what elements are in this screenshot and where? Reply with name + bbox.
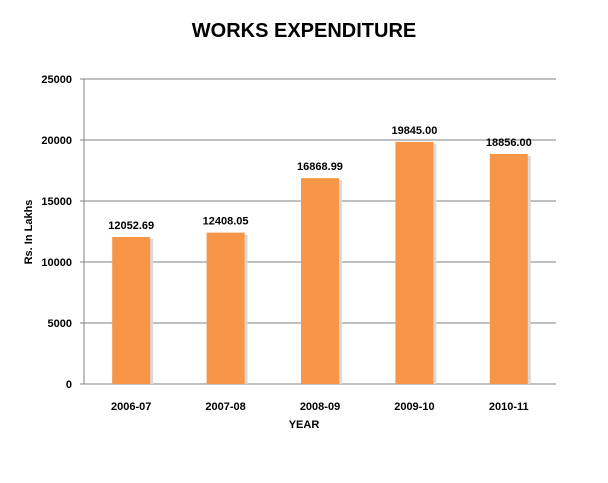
data-label: 16868.99 [297, 161, 343, 173]
y-tick-label: 25000 [41, 74, 72, 86]
bar-2009-10 [395, 141, 434, 384]
x-tick-label: 2007-08 [205, 401, 245, 413]
data-label: 18856.00 [486, 137, 532, 149]
data-label: 12052.69 [108, 220, 154, 232]
data-label: 12408.05 [203, 216, 249, 228]
x-tick-label: 2006-07 [111, 401, 151, 413]
x-tick-label: 2008-09 [300, 401, 340, 413]
y-tick-label: 0 [66, 379, 72, 391]
bar-2010-11 [489, 153, 528, 384]
x-tick-label: 2009-10 [394, 401, 434, 413]
y-tick-label: 20000 [41, 135, 72, 147]
chart-title: WORKS EXPENDITURE [191, 20, 417, 42]
data-label: 19845.00 [391, 125, 437, 137]
bar-2008-09 [301, 178, 339, 384]
y-tick-label: 10000 [41, 257, 72, 269]
bar-2006-07 [112, 236, 151, 384]
x-tick-label: 2010-11 [489, 401, 529, 413]
x-axis-label: YEAR [289, 419, 320, 431]
bar-2007-08 [206, 232, 245, 384]
y-axis-label: Rs. In Lakhs [23, 200, 35, 265]
y-tick-label: 15000 [41, 196, 72, 208]
y-tick-label: 5000 [48, 318, 72, 330]
